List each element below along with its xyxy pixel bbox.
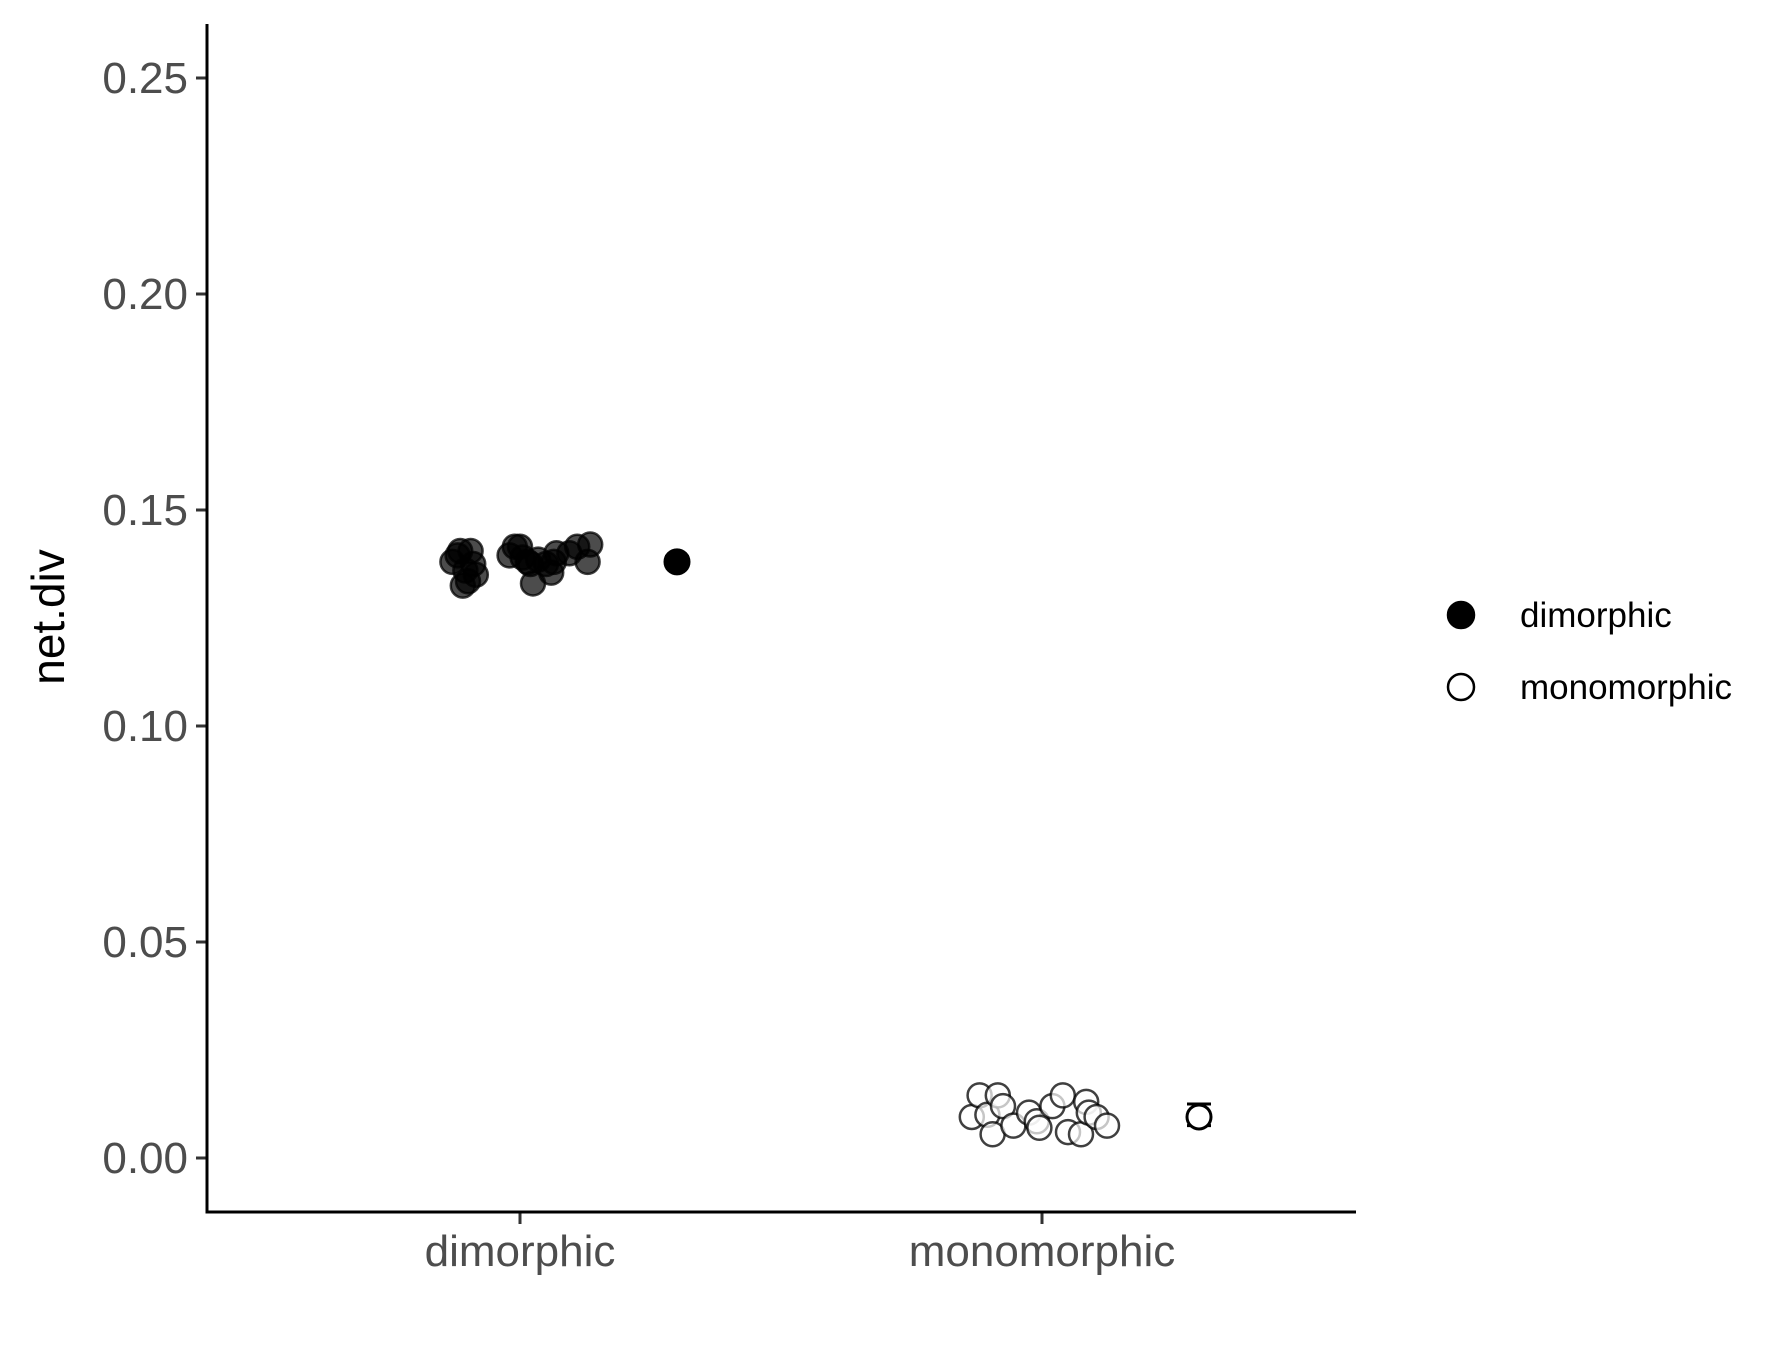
data-point-monomorphic — [1026, 1114, 1053, 1142]
data-point-monomorphic — [1049, 1082, 1077, 1109]
y-tick-label: 0.10 — [102, 702, 188, 751]
mean-point-dimorphic — [663, 548, 691, 576]
mean-point-monomorphic — [1185, 1103, 1213, 1131]
data-point-dimorphic — [462, 561, 490, 589]
y-tick-label: 0.15 — [102, 486, 188, 535]
y-tick-label: 0.20 — [102, 270, 188, 319]
data-points — [439, 531, 1121, 1148]
legend-label-monomorphic: monomorphic — [1520, 668, 1732, 707]
x-axis-ticks: dimorphic monomorphic — [425, 1212, 1176, 1276]
data-point-dimorphic — [576, 531, 604, 558]
x-tick-label: monomorphic — [909, 1227, 1176, 1276]
y-tick-label: 0.05 — [102, 918, 188, 967]
legend-key-dimorphic-icon — [1446, 600, 1476, 630]
y-axis-title: net.div — [22, 549, 74, 685]
x-tick-label: dimorphic — [425, 1227, 616, 1276]
legend: dimorphic monomorphic — [1446, 596, 1732, 707]
y-tick-label: 0.00 — [102, 1134, 188, 1183]
summary-stats — [663, 548, 1213, 1131]
legend-key-monomorphic-icon — [1446, 672, 1476, 702]
y-tick-label: 0.25 — [102, 54, 188, 103]
legend-label-dimorphic: dimorphic — [1520, 596, 1672, 635]
data-point-monomorphic — [1093, 1112, 1121, 1139]
y-axis-ticks: 0.00 0.05 0.10 0.15 0.20 0.25 — [102, 54, 207, 1183]
